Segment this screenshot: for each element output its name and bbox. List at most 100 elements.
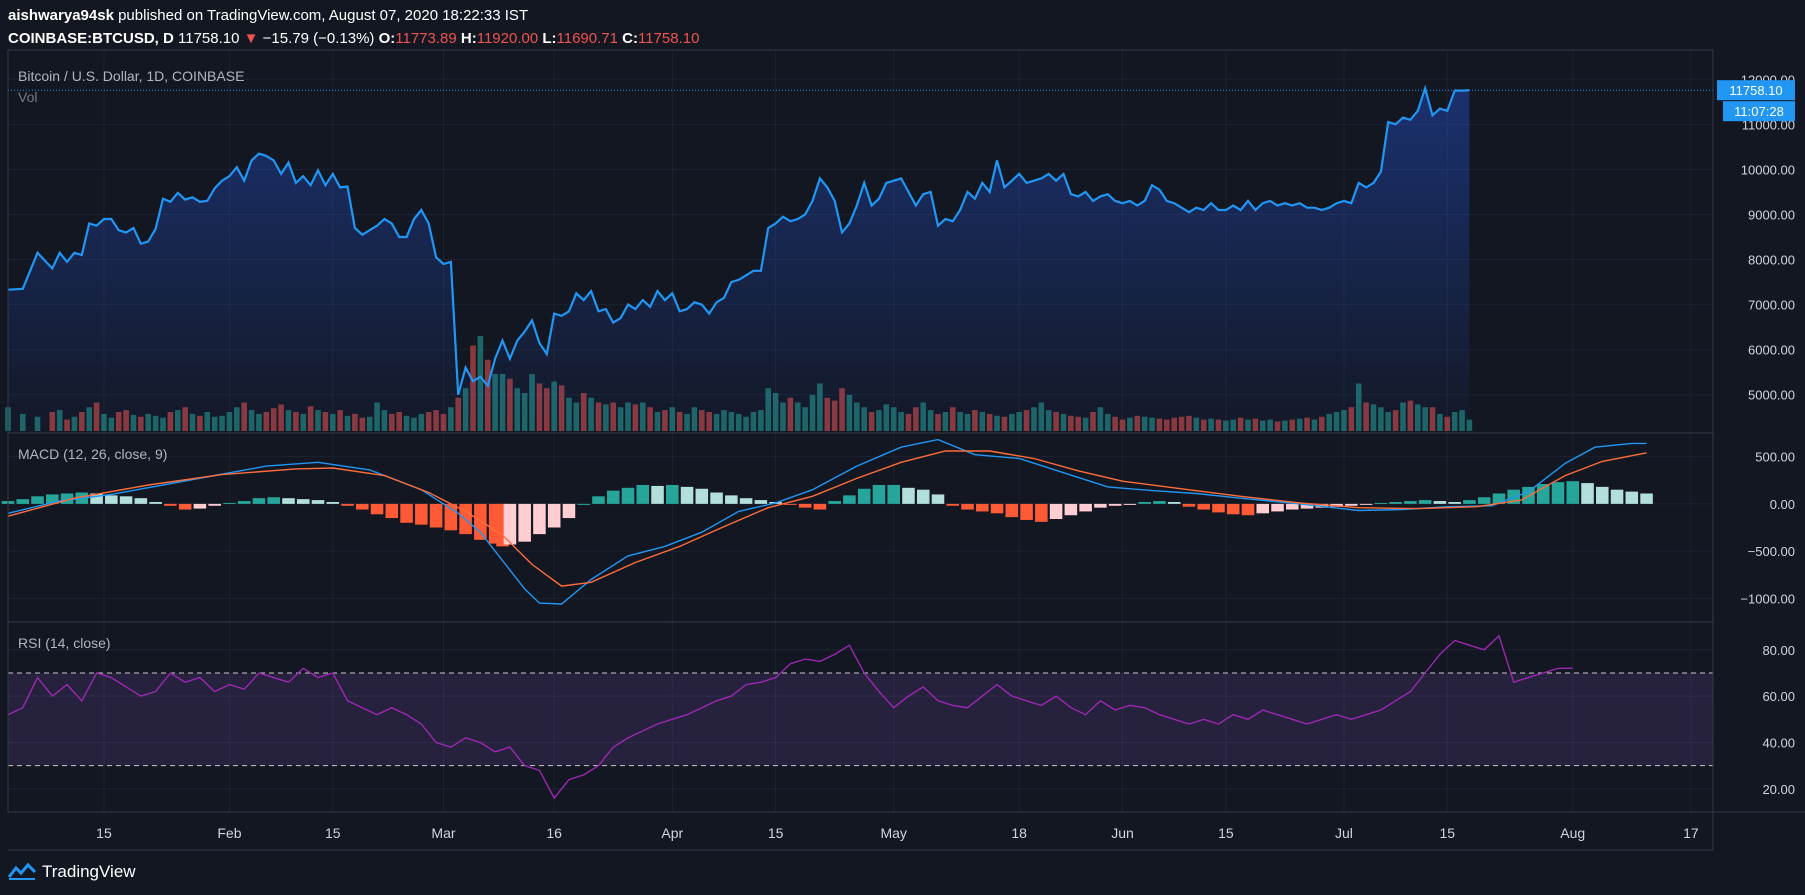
macd-histogram-bar: [1433, 501, 1447, 504]
low-label: L:: [542, 30, 557, 47]
macd-histogram-bar: [178, 503, 192, 510]
macd-histogram-bar: [370, 503, 384, 515]
macd-histogram-bar: [193, 503, 207, 509]
macd-pane-title: MACD (12, 26, close, 9): [18, 446, 167, 462]
macd-histogram-bar: [518, 503, 531, 542]
macd-histogram-bar: [267, 497, 280, 504]
macd-line: [7, 438, 1647, 605]
macd-histogram-bar: [1610, 489, 1624, 504]
macd-histogram-bar: [134, 498, 148, 504]
macd-histogram-bar: [1226, 503, 1240, 515]
signal-line: [7, 450, 1647, 587]
macd-histogram-bar: [990, 503, 1004, 514]
macd-histogram-bar: [739, 498, 753, 504]
price-line: [7, 84, 1470, 395]
price-pane[interactable]: [5, 84, 1713, 434]
macd-histogram-bar: [666, 484, 679, 504]
macd-histogram-bar: [1418, 500, 1432, 504]
macd-histogram-bar: [651, 485, 664, 504]
macd-histogram-bar: [1049, 503, 1063, 519]
countdown-label: 11:07:28: [1734, 104, 1784, 119]
macd-histogram-bar: [1035, 503, 1048, 522]
macd-histogram-bar: [872, 484, 886, 504]
x-tick-label: Mar: [431, 825, 455, 841]
y-tick-label: −1000.00: [1740, 591, 1795, 606]
macd-histogram-bar: [813, 503, 827, 510]
macd-histogram-bar: [784, 503, 797, 505]
macd-histogram-bar: [1256, 503, 1270, 514]
macd-histogram-bar: [592, 496, 605, 504]
macd-histogram-bar: [1079, 503, 1092, 512]
macd-histogram-bar: [798, 503, 812, 508]
published-text: published on TradingView.com, August 07,…: [118, 7, 529, 24]
macd-histogram-bar: [1345, 503, 1358, 506]
macd-histogram-bar: [252, 498, 266, 504]
open-value: 11773.89: [395, 30, 457, 47]
macd-histogram-bar: [1551, 482, 1565, 504]
y-tick-label: 10000.00: [1741, 162, 1795, 177]
macd-histogram-bar: [562, 503, 576, 519]
macd-histogram-bar: [695, 488, 709, 504]
rsi-pane-title: RSI (14, close): [18, 635, 111, 651]
macd-histogram-bar: [1286, 503, 1299, 510]
close-value: 11758.10: [637, 30, 700, 47]
macd-histogram-bar: [931, 494, 945, 504]
price-change: −15.79 (−0.13%): [262, 30, 375, 47]
macd-histogram-bar: [311, 500, 325, 504]
y-tick-label: 7000.00: [1748, 298, 1795, 313]
last-price-badge: [1717, 80, 1795, 101]
x-tick-label: 17: [1683, 825, 1699, 841]
macd-histogram-bar: [60, 493, 74, 504]
macd-histogram-bar: [961, 503, 974, 510]
macd-histogram-bar: [533, 503, 546, 535]
x-tick-label: 15: [1218, 825, 1234, 841]
x-tick-label: Jun: [1111, 825, 1134, 841]
volume-bar: [1466, 419, 1473, 431]
macd-histogram-bar: [474, 503, 487, 540]
macd-histogram-bar: [946, 503, 960, 506]
x-tick-label: 15: [1439, 825, 1455, 841]
macd-histogram-bar: [341, 503, 354, 506]
y-tick-label: 500.00: [1755, 450, 1795, 465]
price-pane-title: Bitcoin / U.S. Dollar, 1D, COINBASE: [18, 68, 244, 84]
footer-branding[interactable]: TradingView: [8, 860, 136, 884]
axes: 15 Feb 15 Mar 16 Apr 15 May 18 Jun 15 Jul 15 Aug 17120…: [7, 49, 1805, 851]
macd-histogram-bar: [16, 499, 30, 504]
macd-histogram-bar: [1300, 503, 1314, 509]
pane-titles: Bitcoin / U.S. Dollar, 1D, COINBASE Vol …: [18, 68, 244, 651]
macd-histogram-bar: [843, 495, 856, 504]
macd-histogram-bar: [282, 498, 295, 504]
macd-pane[interactable]: [1, 438, 1653, 605]
macd-histogram-bar: [1596, 486, 1609, 504]
macd-histogram-bar: [164, 503, 177, 506]
x-tick-label: 15: [768, 825, 784, 841]
rsi-band: [8, 672, 1713, 766]
macd-histogram-bar: [1566, 481, 1580, 504]
macd-histogram-bar: [1448, 501, 1461, 504]
close-label: C:: [622, 30, 638, 47]
author-name[interactable]: aishwarya94sk: [8, 7, 114, 24]
macd-histogram-bar: [1212, 503, 1225, 513]
last-price-label: 11758.10: [1729, 83, 1782, 98]
macd-histogram-bar: [1197, 503, 1210, 510]
down-arrow-icon: ▼: [243, 30, 259, 47]
high-label: H:: [460, 30, 477, 47]
macd-histogram-bar: [223, 502, 236, 504]
macd-histogram-bar: [606, 490, 620, 504]
macd-histogram-bar: [356, 503, 369, 510]
macd-histogram-bar: [1640, 493, 1653, 504]
macd-histogram-bar: [31, 496, 44, 504]
macd-histogram-bar: [577, 503, 590, 505]
y-tick-label: 80.00: [1762, 643, 1795, 658]
macd-histogram-bar: [296, 499, 310, 504]
publish-info: aishwarya94sk published on TradingView.c…: [8, 7, 528, 24]
tradingview-logo-icon: [8, 862, 36, 880]
macd-histogram-bar: [237, 501, 251, 504]
macd-histogram-bar: [208, 503, 221, 506]
high-value: 11920.00: [476, 30, 539, 47]
macd-histogram-bar: [415, 503, 428, 525]
rsi-pane[interactable]: [7, 634, 1713, 800]
price-area-fill: [8, 88, 1470, 434]
x-tick-label: May: [880, 825, 906, 841]
